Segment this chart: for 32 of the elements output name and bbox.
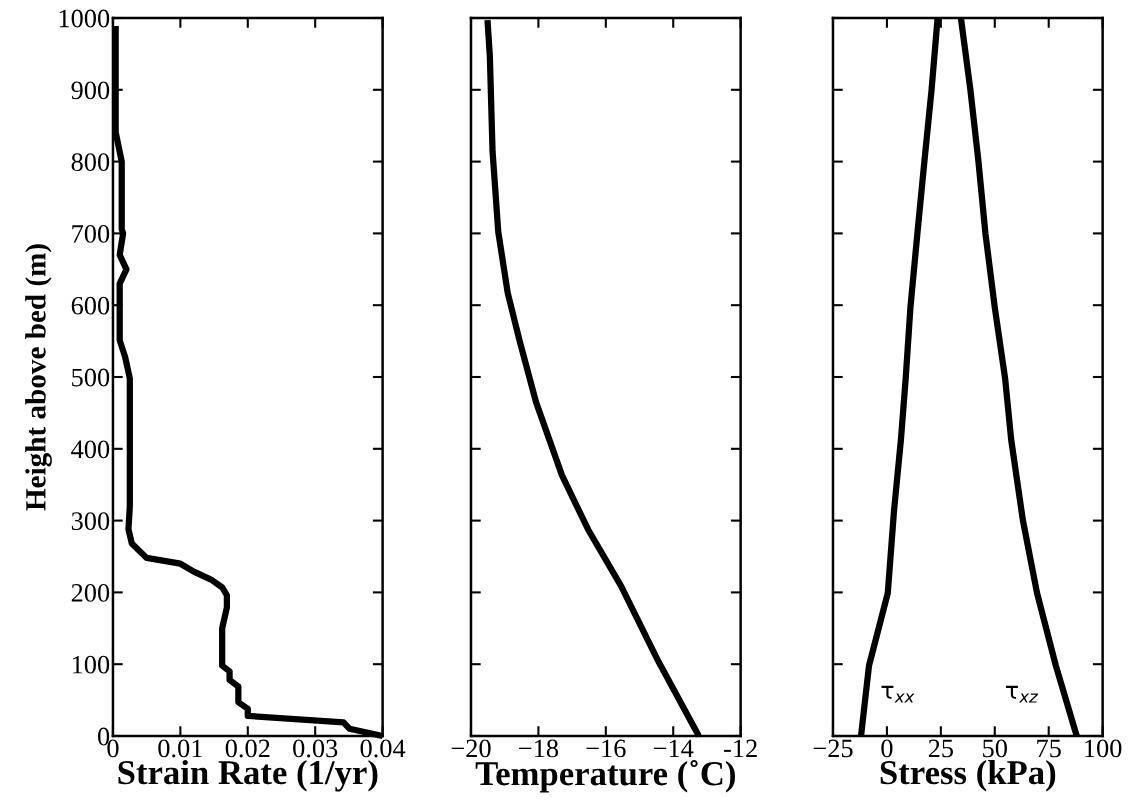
y-tick-label: 200 (71, 584, 110, 602)
y-tick-label: 300 (71, 512, 110, 531)
x-tick-label: 50 (983, 739, 1007, 758)
y-tick-label: 600 (71, 296, 110, 315)
y-tick-label: 500 (72, 368, 110, 387)
x-tick-label: −16 (586, 739, 626, 758)
annotation: τ$_{xx}$ (881, 685, 915, 703)
x-tick-label: −18 (519, 739, 559, 758)
x-tick-label: 75 (1037, 739, 1061, 758)
x-tick-label: −25 (813, 739, 853, 758)
x-tick-label: 0.02 (225, 739, 270, 758)
annotation: τ$_{xz}$ (1006, 685, 1039, 703)
y-axis-title: Height above bed (m) (25, 244, 52, 511)
x-axis-title: Stress (kPa) (880, 759, 1056, 792)
x-axis-title: Strain Rate (1/yr) (118, 759, 378, 792)
x-tick-label: -12 (724, 739, 757, 758)
x-tick-label: 25 (928, 739, 954, 758)
y-tick-label: 0 (97, 727, 110, 746)
y-tick-label: 400 (71, 440, 110, 459)
y-tick-label: 800 (71, 153, 110, 172)
y-tick-label: 700 (72, 225, 110, 243)
x-tick-label: −20 (451, 739, 491, 758)
x-tick-label: 0 (881, 739, 893, 758)
y-tick-label: 1000 (59, 9, 110, 28)
x-tick-label: 100 (1085, 739, 1122, 758)
x-axis-title: Temperature (˚C) (475, 759, 735, 793)
x-tick-label: 0.04 (360, 739, 406, 758)
y-tick-label: 100 (72, 655, 110, 674)
y-tick-label: 900 (71, 81, 110, 100)
x-tick-label: −14 (653, 739, 694, 758)
x-tick-label: 0.01 (158, 739, 202, 758)
x-tick-label: 0.03 (293, 739, 338, 758)
